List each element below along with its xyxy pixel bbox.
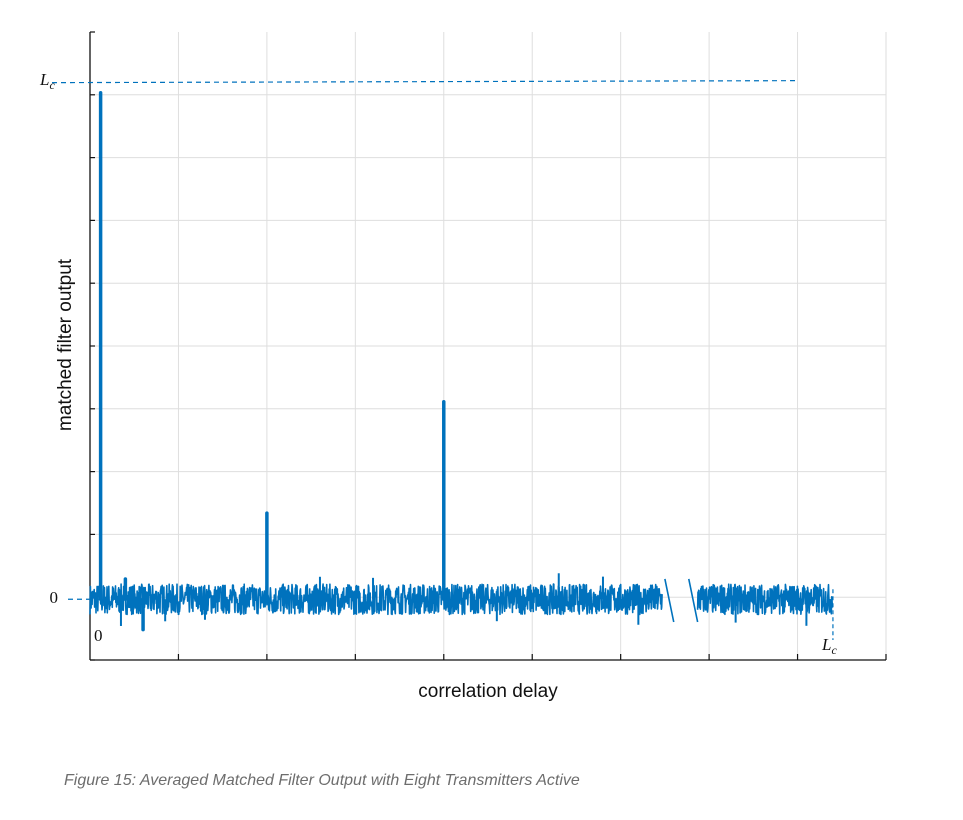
y-ref-label-base: L (39, 70, 49, 89)
noise-segment-2 (696, 583, 834, 616)
axis-break-mark-left (664, 578, 675, 623)
y-tick-label-zero: 0 (50, 588, 59, 607)
noise-segment-1 (89, 583, 663, 616)
reference-line-lc (51, 80, 796, 84)
matched-filter-chart: correlation delay matched filter output … (39, 31, 887, 702)
x-axis-label: correlation delay (418, 681, 558, 702)
y-axis-label: matched filter output (55, 258, 76, 431)
y-ref-label-sub: c (49, 78, 55, 92)
series-layer (89, 91, 834, 632)
figure-caption: Figure 15: Averaged Matched Filter Outpu… (64, 772, 580, 789)
axis-break-mark-right (687, 578, 699, 623)
x-tick-label-zero: 0 (94, 626, 103, 645)
labels-layer: correlation delay matched filter output … (39, 70, 837, 702)
grid-lines (90, 32, 887, 661)
x-ref-label-sub: c (831, 643, 837, 657)
y-ref-label-lc: Lc (39, 70, 55, 92)
x-ref-label-base: L (821, 635, 831, 654)
x-ref-label-lc: Lc (821, 635, 837, 657)
